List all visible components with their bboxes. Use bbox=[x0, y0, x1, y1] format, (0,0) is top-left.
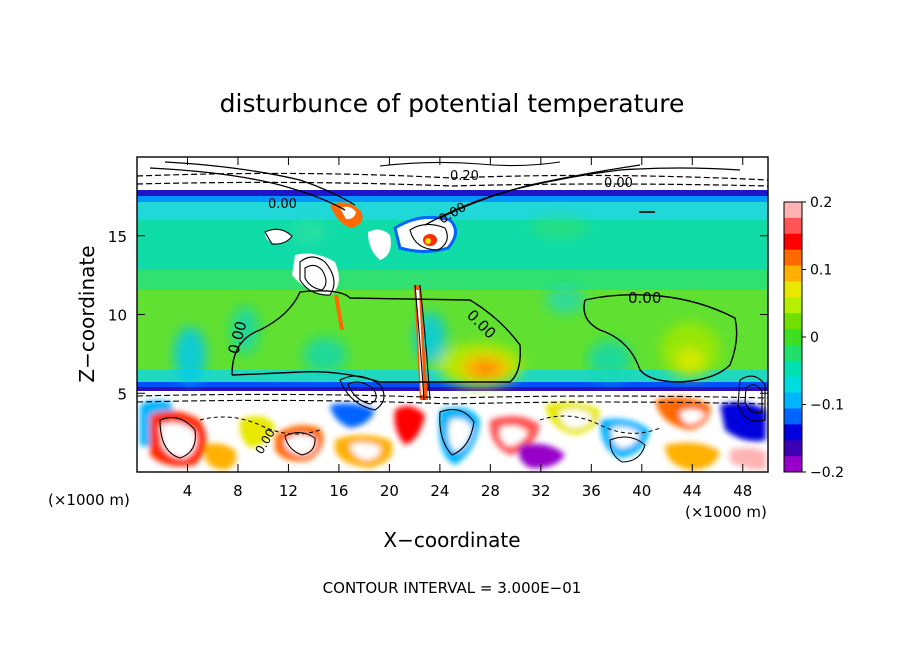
colorbar-tick-label: −0.2 bbox=[810, 465, 844, 481]
contour-label: 0.00 bbox=[604, 176, 633, 191]
colorbar-labels: 0.2 0.1 0 −0.1 −0.2 bbox=[802, 195, 844, 481]
x-axis-label: X−coordinate bbox=[383, 528, 520, 552]
contour-interval-note: CONTOUR INTERVAL = 3.000E−01 bbox=[323, 579, 582, 597]
contour-line-low-inversion bbox=[137, 393, 768, 399]
x-tick-label: 8 bbox=[233, 482, 243, 500]
colorbar-segment bbox=[784, 202, 802, 219]
y-tick-label: 15 bbox=[108, 228, 127, 246]
colorbar-segment bbox=[784, 440, 802, 457]
x-tick-label: 40 bbox=[632, 482, 651, 500]
contour-line-plume bbox=[414, 284, 425, 401]
field-band-tropopause-dark bbox=[137, 190, 768, 196]
contour-line-cell-4 bbox=[347, 381, 377, 405]
contour-line-plume-2 bbox=[419, 284, 431, 401]
contour-line-jet-right bbox=[424, 167, 741, 226]
x-tick-label: 20 bbox=[380, 482, 399, 500]
x-tick-label: 4 bbox=[183, 482, 193, 500]
field-band-mid bbox=[137, 270, 768, 290]
contour-line-zero-right bbox=[583, 293, 738, 383]
colorbar-segment bbox=[784, 456, 802, 473]
contour-line-bl-3 bbox=[609, 436, 646, 463]
colorbar-segment bbox=[784, 360, 802, 378]
field-anomalies bbox=[174, 218, 720, 387]
contour-label: 0.20 bbox=[450, 169, 479, 184]
colorbar-segment bbox=[784, 281, 802, 298]
contour-line-cell-2 bbox=[304, 264, 327, 291]
field-band-tropopause-blue bbox=[137, 196, 768, 202]
x-tick-label: 36 bbox=[582, 482, 601, 500]
y-axis: 5 10 15 bbox=[108, 228, 768, 403]
contour-line-cell-1 bbox=[299, 256, 335, 296]
colorbar-segment bbox=[784, 424, 802, 441]
chart-title: disturbunce of potential temperature bbox=[220, 89, 685, 118]
colorbar-segment bbox=[784, 376, 802, 394]
contour-line-zero-left bbox=[231, 290, 521, 383]
field-band-inversion-dark bbox=[137, 387, 768, 391]
contour-line-cell-9 bbox=[409, 223, 448, 251]
x-tick-label: 48 bbox=[733, 482, 752, 500]
colorbar bbox=[784, 202, 802, 473]
contour-line-jet-left-2 bbox=[164, 161, 356, 206]
x-tick-label: 28 bbox=[481, 482, 500, 500]
colorbar-tick-label: −0.1 bbox=[810, 398, 844, 414]
contour-line-top bbox=[379, 161, 561, 167]
colorbar-segment bbox=[784, 408, 802, 425]
contour-line-tropopause-2 bbox=[137, 181, 768, 187]
colorbar-segment bbox=[784, 297, 802, 314]
contour-line-jet-right-2 bbox=[439, 164, 641, 219]
contour-line-cell-3 bbox=[339, 375, 385, 411]
contour-line-bl-1 bbox=[199, 416, 321, 435]
contour-line-bl-2 bbox=[539, 415, 661, 434]
contour-line-cell-10 bbox=[264, 228, 293, 245]
x-axis: 4 8 12 16 20 24 28 32 36 40 44 48 bbox=[183, 157, 752, 500]
field-band-inversion-blue bbox=[137, 382, 768, 387]
contour-label: 0.00 bbox=[268, 197, 297, 212]
contour-line-bl-4 bbox=[284, 432, 316, 456]
colorbar-segment bbox=[784, 217, 802, 235]
plot-area: 0.00 0.00 0.00 0.00 0.00 0.00 0.00 0.20 bbox=[137, 157, 768, 472]
x-tick-label: 16 bbox=[329, 482, 348, 500]
colorbar-segment bbox=[784, 249, 802, 267]
contour-label: 0.00 bbox=[628, 289, 661, 307]
colorbar-segment bbox=[784, 233, 802, 251]
field-band-top bbox=[137, 157, 768, 187]
contour-line-cell-6 bbox=[744, 384, 763, 414]
colorbar-tick-label: 0.1 bbox=[810, 263, 832, 279]
contour-line-cell-8 bbox=[439, 409, 475, 456]
contour-lines bbox=[137, 161, 768, 463]
y-axis-unit-label: (×1000 m) bbox=[48, 491, 130, 509]
contour-line-jet-left bbox=[149, 167, 346, 211]
colorbar-tick-label: 0.2 bbox=[810, 195, 832, 211]
x-tick-label: 24 bbox=[430, 482, 449, 500]
colorbar-segment bbox=[784, 329, 802, 346]
y-tick-label: 5 bbox=[117, 385, 127, 403]
contour-line-cell-7 bbox=[159, 417, 196, 459]
x-axis-unit-label: (×1000 m) bbox=[685, 503, 767, 521]
y-tick-label: 10 bbox=[108, 307, 127, 325]
boundary-layer-turbulence bbox=[140, 396, 766, 470]
y-axis-label: Z−coordinate bbox=[75, 245, 99, 382]
colorbar-segment bbox=[784, 392, 802, 409]
colorbar-segment bbox=[784, 344, 802, 362]
x-tick-label: 12 bbox=[279, 482, 298, 500]
contour-line-low-inversion-2 bbox=[137, 399, 768, 405]
contour-line-cell-5 bbox=[737, 375, 766, 422]
x-tick-label: 32 bbox=[531, 482, 550, 500]
colorbar-segment bbox=[784, 265, 802, 282]
colorbar-segment bbox=[784, 313, 802, 330]
x-tick-label: 44 bbox=[683, 482, 702, 500]
colorbar-tick-label: 0 bbox=[810, 330, 819, 346]
contour-line-tropopause bbox=[137, 172, 768, 181]
